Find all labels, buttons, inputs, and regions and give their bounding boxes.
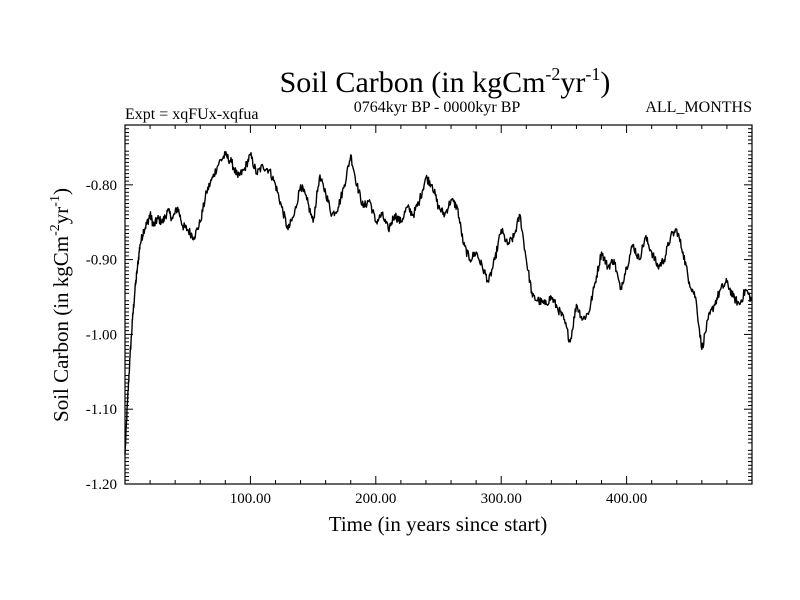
title-main: Soil Carbon (in kgCm: [280, 66, 546, 99]
x-tick-label: 300.00: [481, 491, 522, 507]
ylabel-sup-2: -1: [48, 195, 63, 207]
ylabel-main: Soil Carbon (in kgCm: [49, 236, 73, 422]
x-axis-ticks: 100.00 200.00 300.00 400.00: [230, 125, 647, 507]
x-tick-label: 200.00: [355, 491, 396, 507]
subtitle-center: 0764kyr BP - 0000kyr BP: [354, 99, 521, 116]
y-tick-label: -0.90: [86, 253, 117, 269]
title-sup-2: -1: [585, 64, 600, 84]
subtitle-right: ALL_MONTHS: [645, 99, 752, 116]
y-tick-label: -1.00: [86, 327, 117, 343]
title-sup-1: -2: [545, 64, 560, 84]
subtitle-left: Expt = xqFUx-xqfua: [125, 106, 258, 123]
y-tick-label: -1.20: [86, 477, 117, 493]
title-mid: yr: [560, 66, 585, 99]
x-axis-minor-ticks: [149, 125, 728, 484]
x-tick-label: 100.00: [230, 491, 271, 507]
chart-title: Soil Carbon (in kgCm-2yr-1): [280, 64, 611, 99]
x-tick-label: 400.00: [606, 491, 647, 507]
y-tick-label: -1.10: [86, 402, 117, 418]
y-axis-label: Soil Carbon (in kgCm-2yr-1): [48, 188, 73, 422]
title-end: ): [600, 66, 610, 99]
soil-carbon-series-line: [124, 151, 753, 455]
y-tick-label: -0.80: [86, 178, 117, 194]
ylabel-sup-1: -2: [48, 224, 63, 236]
y-axis-minor-ticks: [125, 128, 752, 481]
ylabel-end: ): [49, 188, 73, 195]
ylabel-mid: yr: [49, 207, 73, 225]
x-axis-label: Time (in years since start): [329, 512, 548, 536]
plot-frame: [124, 124, 753, 485]
